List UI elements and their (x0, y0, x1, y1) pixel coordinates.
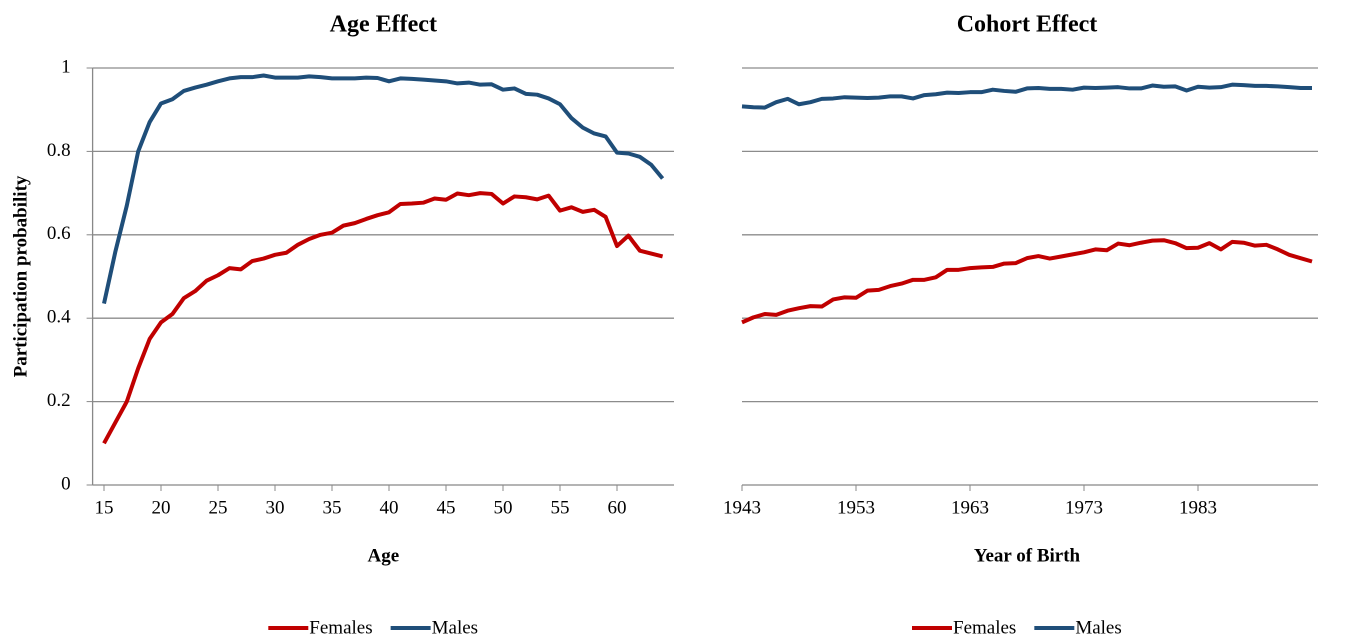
y-tick-label: 0 (61, 473, 71, 494)
legend-label: Males (1075, 617, 1121, 638)
x-tick-label: 20 (152, 497, 171, 518)
x-tick-label: 55 (551, 497, 570, 518)
x-tick-label: 1953 (837, 497, 875, 518)
data-line (741, 238, 1313, 325)
data-line (741, 82, 1312, 110)
x-tick-label: 30 (266, 497, 285, 518)
x-tick-label: 45 (437, 497, 456, 518)
data-line (102, 191, 664, 445)
x-tick-label: 50 (494, 497, 513, 518)
legend-label: Females (953, 617, 1016, 638)
x-axis-label: Age (367, 545, 399, 566)
x-tick-label: 1963 (951, 497, 989, 518)
x-tick-label: 1943 (723, 497, 761, 518)
y-tick-label: 0.8 (47, 140, 71, 161)
chart-title: Age Effect (330, 12, 437, 38)
y-axis-label: Participation probability (10, 175, 31, 377)
data-line (102, 73, 665, 305)
y-tick-label: 0.6 (47, 223, 71, 244)
x-tick-label: 1973 (1065, 497, 1103, 518)
x-tick-label: 15 (95, 497, 114, 518)
legend-label: Females (309, 617, 372, 638)
x-tick-label: 60 (608, 497, 627, 518)
x-axis-label: Year of Birth (974, 545, 1081, 566)
x-tick-label: 25 (209, 497, 228, 518)
chart-title: Cohort Effect (957, 12, 1098, 38)
y-tick-label: 1 (61, 56, 71, 77)
x-tick-label: 40 (380, 497, 399, 518)
y-tick-label: 0.4 (47, 307, 71, 328)
legend-label: Males (432, 617, 478, 638)
x-tick-label: 1983 (1179, 497, 1217, 518)
y-tick-label: 0.2 (47, 390, 71, 411)
x-tick-label: 35 (323, 497, 342, 518)
